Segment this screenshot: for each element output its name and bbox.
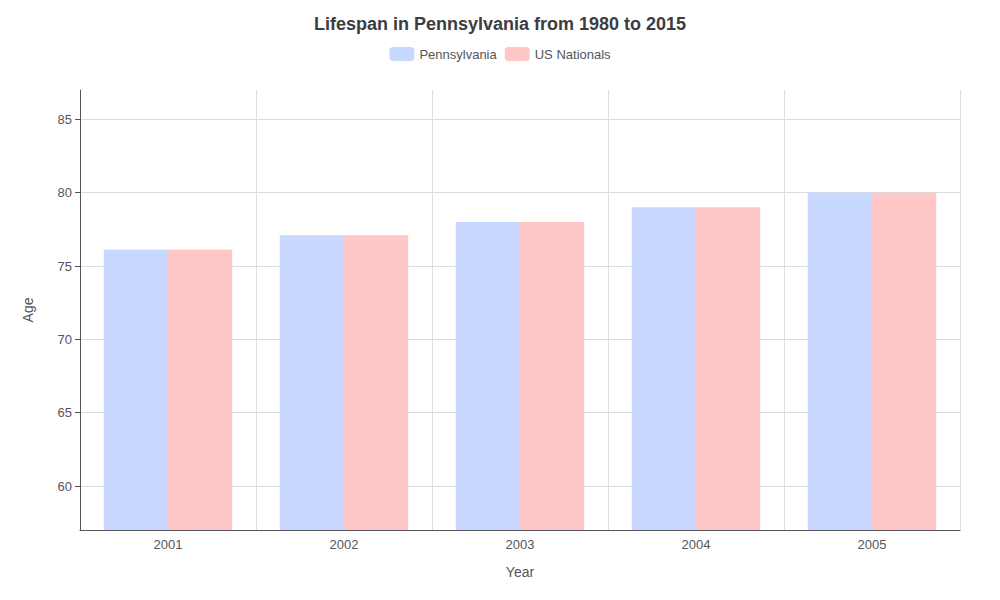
svg-text:Lifespan in Pennsylvania from: Lifespan in Pennsylvania from 1980 to 20… [314, 14, 686, 34]
svg-text:75: 75 [58, 259, 72, 274]
svg-text:2002: 2002 [330, 537, 359, 552]
svg-text:85: 85 [58, 112, 72, 127]
svg-text:65: 65 [58, 405, 72, 420]
svg-text:2004: 2004 [682, 537, 711, 552]
svg-text:US Nationals: US Nationals [535, 47, 611, 62]
svg-text:70: 70 [58, 332, 72, 347]
svg-text:Pennsylvania: Pennsylvania [419, 47, 497, 62]
svg-text:2001: 2001 [154, 537, 183, 552]
svg-text:60: 60 [58, 479, 72, 494]
svg-text:80: 80 [58, 185, 72, 200]
svg-text:Year: Year [506, 564, 535, 580]
svg-text:2003: 2003 [506, 537, 535, 552]
svg-text:Age: Age [20, 297, 36, 322]
svg-text:2005: 2005 [858, 537, 887, 552]
